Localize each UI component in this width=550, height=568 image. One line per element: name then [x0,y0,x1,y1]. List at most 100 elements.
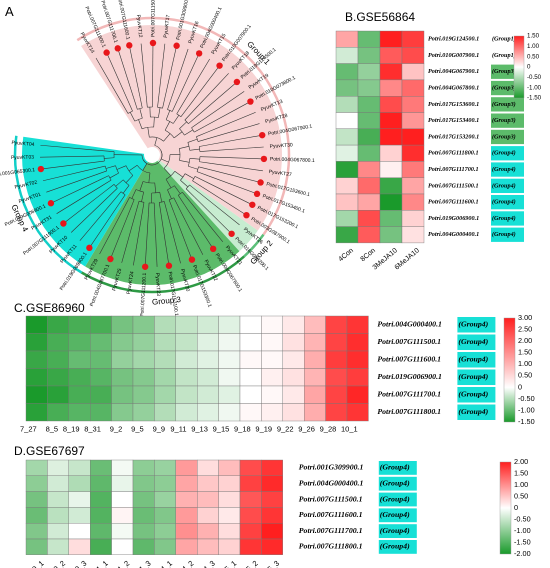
group-arc [76,16,291,236]
tree-branch [210,134,263,145]
group-sector [81,24,282,231]
heatmap-cell [401,79,425,97]
heatmap-cell [261,333,283,352]
legend-tick-label: 0 [518,382,522,391]
heatmap-cell [25,538,48,556]
row-gene-label: Potri.017G153600.1 [428,101,479,108]
row-group-label: (Group4) [458,337,488,346]
column-label: 9_5 [131,425,144,434]
heatmap-cell [175,350,198,369]
heatmap-cell [25,491,48,508]
heatmap-cell [218,315,241,334]
row-gene-label: Potri.004G000400.1 [299,478,364,487]
legend-tick-label: 1.50 [527,33,540,40]
tree-branch [163,168,172,176]
tree-branch [139,181,144,192]
heatmap-cell [154,507,176,524]
heatmap-cell [196,368,219,387]
tree-branch [211,156,264,160]
group-tag-bg [457,404,496,420]
heatmap-cell [261,523,283,540]
leaf-dot [233,78,241,86]
tree-branch [158,43,166,96]
heatmap-cell [335,210,359,227]
tree-branch [122,185,130,194]
tree-branch [211,146,264,152]
row-gene-label: Potri.007G111800.1 [299,542,363,551]
heatmap-cell [304,403,326,422]
heatmap-cell [47,333,70,352]
row-group-label: (Group4) [492,199,516,206]
heatmap-cell [335,95,359,113]
heatmap-cell [25,315,48,334]
heatmap-cell [111,475,134,492]
heatmap-cell [304,350,326,369]
heatmap-cell [47,475,70,492]
tree-branch [184,205,214,249]
heatmap-cell [25,475,48,492]
tree-branch [189,158,200,160]
row-group-label: (Group4) [380,494,410,503]
heatmap-cell [25,368,48,387]
heatmap-cell [261,475,283,492]
row-gene-label: Potri.017G153400.1 [428,117,479,124]
heatmap-cell [196,385,219,404]
heatmap-cell [401,161,425,178]
row-group-label: (Group4) [380,526,410,535]
heatmap-cell [196,459,219,477]
tree-branch [89,204,119,249]
heatmap-cell [111,507,134,524]
heatmap-cell [357,210,381,227]
tree-branch [147,127,150,138]
legend-tick-label: 0 [514,503,518,512]
tree-branch [187,138,198,143]
tree-branch [115,179,124,187]
leaf-label: PyuvKT02 [14,179,38,190]
heatmap-cell [47,368,70,387]
tree-branch [173,197,180,209]
heatmap-cell [239,523,262,540]
group-tag-bg [378,524,417,538]
heatmap-cell [132,368,155,387]
tree-branch [133,97,138,110]
heatmap-cell [218,385,241,404]
color-legend-bar [513,35,525,99]
row-gene-label: Potri.007G111700.1 [377,390,441,399]
group-tag-bg [491,113,524,128]
heatmap-cell [111,491,134,508]
heatmap-cell [357,63,381,81]
tree-branch [198,166,211,171]
legend-tick-label: 1.50 [514,468,528,477]
heatmap-cell [132,507,155,524]
heatmap-cell [175,538,198,556]
column-label: 9_18 [234,425,251,434]
heatmap-cell [218,523,241,540]
heatmap-cell [89,538,112,556]
group-tag-bg [491,129,524,145]
heatmap-cell [261,315,283,334]
heatmap-cell [346,368,369,387]
color-legend-bar [503,317,516,423]
legend-tick-label: -1.00 [527,84,542,91]
heatmap-cell [89,315,112,334]
heatmap-cell [154,459,176,477]
tree-branch [113,191,122,202]
leaf-label: PyuvKT04 [11,140,35,148]
leaf-label: PyuvKT12 [135,14,143,38]
leaf-label: Potri.007G111500.1 [150,0,156,37]
heatmap-cell [89,333,112,352]
heatmap-cell [68,491,91,508]
group-arc [80,255,245,294]
heatmap-cell [25,403,48,422]
row-gene-label: Potri.004G000400.1 [428,231,479,238]
tree-branch [196,171,209,177]
heatmap-cell [196,523,219,540]
heatmap-cell [89,368,112,387]
leaf-dot [165,262,173,269]
tree-branch [167,189,172,199]
heatmap-cell [89,385,112,404]
group-sector [157,159,258,252]
tree-branch [202,186,247,216]
legend-tick-label: 1.00 [527,43,540,50]
leaf-dot [253,190,261,198]
